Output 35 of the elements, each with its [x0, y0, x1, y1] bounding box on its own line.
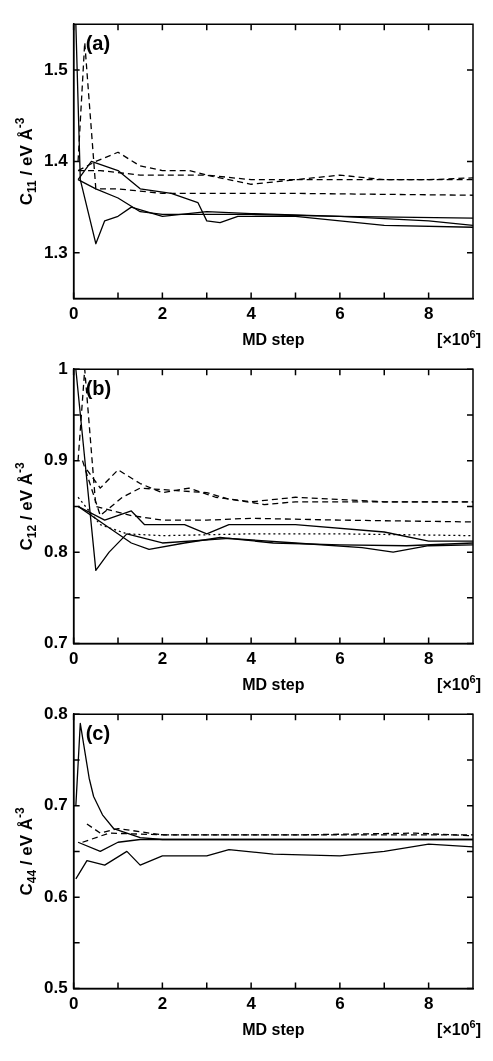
x-tick-label: 0	[68, 994, 79, 1014]
x-tick-label: 2	[157, 304, 168, 324]
x-tick-label: 8	[423, 994, 434, 1014]
y-tick-label: 1.5	[43, 59, 68, 79]
x-tick-label: 0	[68, 304, 79, 324]
y-tick-label: 0.9	[43, 450, 68, 470]
x-tick-label: 8	[423, 649, 434, 669]
x-axis-title: MD step	[242, 676, 305, 693]
y-tick-label: 0.7	[43, 633, 68, 653]
x-tick-label: 6	[335, 994, 345, 1014]
y-tick-label: 1.3	[43, 242, 68, 262]
annotation: (a)	[85, 32, 111, 55]
y-axis-title: C44 / eV Å-3	[13, 806, 40, 896]
y-axis-title: C11 / eV Å-3	[13, 117, 40, 206]
x-tick-label: 6	[335, 304, 345, 324]
x-tick-label: 8	[423, 304, 434, 324]
y-tick-label: 0.7	[43, 795, 68, 815]
annotation: (b)	[85, 377, 112, 400]
x-tick-label: 0	[68, 649, 79, 669]
annotation: (c)	[85, 722, 111, 745]
y-tick-label: 0.8	[43, 703, 68, 723]
y-tick-label: 0.6	[43, 886, 68, 906]
y-tick-label: 0.5	[43, 978, 68, 998]
y-tick-label: 1	[58, 358, 68, 378]
y-axis-title: C12 / eV Å-3	[13, 461, 40, 551]
x-tick-label: 4	[246, 994, 257, 1014]
x-tick-label: 2	[157, 994, 168, 1014]
x-tick-label: 4	[246, 304, 257, 324]
y-tick-label: 0.8	[43, 541, 68, 561]
x-axis-title: MD step	[242, 1021, 305, 1038]
y-tick-label: 1.4	[43, 151, 69, 171]
x-axis-title: MD step	[242, 331, 305, 348]
x-tick-label: 4	[246, 649, 257, 669]
x-tick-label: 2	[157, 649, 168, 669]
x-tick-label: 6	[335, 649, 345, 669]
